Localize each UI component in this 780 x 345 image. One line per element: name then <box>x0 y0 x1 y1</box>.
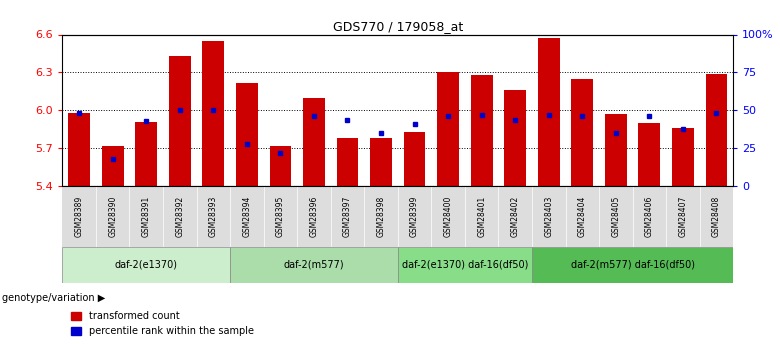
Text: daf-2(e1370): daf-2(e1370) <box>115 260 178 270</box>
Bar <box>136 122 157 186</box>
Bar <box>236 82 257 186</box>
Bar <box>337 138 358 186</box>
Text: GSM28392: GSM28392 <box>176 196 184 237</box>
Text: daf-2(e1370) daf-16(df50): daf-2(e1370) daf-16(df50) <box>402 260 528 270</box>
Text: GSM28389: GSM28389 <box>75 196 83 237</box>
Bar <box>471 75 492 186</box>
Text: GSM28390: GSM28390 <box>108 196 117 237</box>
Bar <box>639 123 660 186</box>
Text: GSM28401: GSM28401 <box>477 196 486 237</box>
Text: GSM28391: GSM28391 <box>142 196 151 237</box>
Bar <box>672 128 693 186</box>
Bar <box>203 41 224 186</box>
Text: GSM28399: GSM28399 <box>410 196 419 237</box>
Text: GSM28404: GSM28404 <box>578 196 587 237</box>
Bar <box>169 56 190 186</box>
Bar <box>230 247 398 283</box>
Title: GDS770 / 179058_at: GDS770 / 179058_at <box>333 20 463 33</box>
Bar <box>605 114 626 186</box>
Bar <box>370 138 392 186</box>
Text: GSM28398: GSM28398 <box>377 196 385 237</box>
Bar <box>404 132 425 186</box>
Text: genotype/variation ▶: genotype/variation ▶ <box>2 294 105 303</box>
Text: GSM28408: GSM28408 <box>712 196 721 237</box>
Text: GSM28402: GSM28402 <box>511 196 519 237</box>
Text: GSM28400: GSM28400 <box>444 196 452 237</box>
Bar <box>532 247 733 283</box>
Bar <box>706 74 727 186</box>
Bar <box>270 146 291 186</box>
Text: GSM28405: GSM28405 <box>612 196 620 237</box>
Text: GSM28396: GSM28396 <box>310 196 318 237</box>
Bar <box>303 98 324 186</box>
Bar <box>505 90 526 186</box>
Text: GSM28403: GSM28403 <box>544 196 553 237</box>
Text: GSM28406: GSM28406 <box>645 196 654 237</box>
Text: GSM28393: GSM28393 <box>209 196 218 237</box>
Bar <box>398 247 532 283</box>
Text: daf-2(m577) daf-16(df50): daf-2(m577) daf-16(df50) <box>571 260 694 270</box>
Bar <box>69 113 90 186</box>
Bar <box>572 79 593 186</box>
Bar <box>62 247 230 283</box>
Text: GSM28407: GSM28407 <box>679 196 687 237</box>
Text: GSM28394: GSM28394 <box>243 196 251 237</box>
Bar <box>438 72 459 186</box>
Bar <box>102 146 123 186</box>
Text: GSM28397: GSM28397 <box>343 196 352 237</box>
Text: GSM28395: GSM28395 <box>276 196 285 237</box>
Text: daf-2(m577): daf-2(m577) <box>284 260 344 270</box>
Legend: transformed count, percentile rank within the sample: transformed count, percentile rank withi… <box>67 307 257 340</box>
Bar <box>538 38 559 186</box>
